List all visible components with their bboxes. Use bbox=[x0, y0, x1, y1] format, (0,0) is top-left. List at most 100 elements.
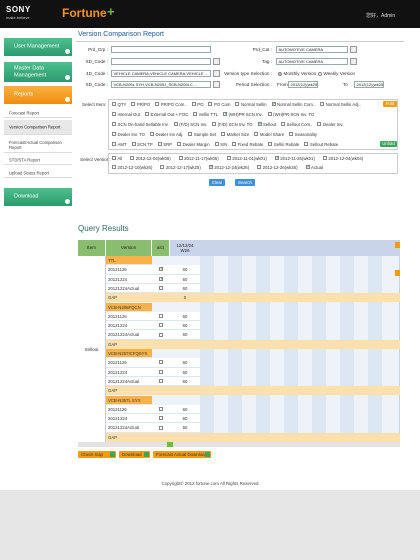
checkbox-option[interactable]: (F/D) SCN Inv. bbox=[173, 122, 207, 127]
checkbox-option[interactable]: SRP bbox=[157, 142, 172, 147]
checkbox-option[interactable]: All bbox=[112, 156, 122, 161]
checkbox-option[interactable]: 2012-12-26(wk26) bbox=[257, 165, 298, 170]
checkbox-option[interactable]: Sellin Rebate bbox=[268, 142, 299, 147]
field-input[interactable]: AUTOMOTIVE CAMERA bbox=[276, 58, 348, 65]
checkbox-option[interactable]: Sellout Com.. bbox=[281, 122, 312, 127]
checkbox[interactable] bbox=[271, 101, 277, 107]
menu-item[interactable]: Master Data Management bbox=[4, 62, 72, 82]
field-input[interactable]: VEHICLE CAMERA,VEHICLE CAMERA,VEHICLE ..… bbox=[111, 70, 211, 77]
action-button[interactable]: Download bbox=[119, 451, 150, 458]
period-from[interactable]: 2012(12)(wk25) bbox=[288, 81, 318, 88]
checkbox[interactable] bbox=[188, 132, 193, 137]
checkbox[interactable] bbox=[223, 111, 228, 117]
field-input[interactable] bbox=[111, 58, 211, 65]
field-input[interactable]: AUTOMOTIVE CAMERA bbox=[276, 46, 348, 53]
checkbox-option[interactable]: (WH)PR SCN Inv. TO bbox=[267, 112, 314, 117]
checkbox[interactable] bbox=[267, 112, 272, 117]
search-button[interactable]: Search bbox=[235, 179, 255, 186]
checkbox[interactable] bbox=[254, 132, 259, 137]
alct-checkbox[interactable] bbox=[159, 332, 163, 337]
menu-item[interactable]: User Management bbox=[4, 38, 72, 56]
checkbox[interactable] bbox=[149, 132, 154, 137]
checkbox[interactable] bbox=[304, 142, 309, 147]
checkbox-option[interactable]: Normal Sellin Com.. bbox=[271, 101, 315, 107]
alct-checkbox[interactable] bbox=[159, 369, 163, 374]
checkbox-option[interactable]: 2012-12-17(wk25) bbox=[160, 165, 201, 170]
radio[interactable] bbox=[318, 71, 322, 76]
radio[interactable] bbox=[278, 71, 282, 76]
checkbox[interactable] bbox=[221, 132, 226, 137]
checkbox[interactable] bbox=[226, 156, 231, 161]
checkbox-option[interactable]: SCN TP bbox=[131, 142, 153, 147]
fold-button[interactable]: Fold bbox=[383, 101, 397, 107]
checkbox-option[interactable]: QTY bbox=[112, 102, 126, 107]
checkbox-option[interactable]: AMT bbox=[112, 142, 127, 147]
radio-option[interactable]: Monthly Version bbox=[278, 71, 316, 77]
horizontal-scrollbar[interactable] bbox=[78, 442, 400, 447]
checkbox-option[interactable]: Dealer Inv Adj. bbox=[149, 132, 183, 137]
checkbox-option[interactable]: 2012-11-17(wk05) bbox=[178, 156, 219, 161]
checkbox[interactable] bbox=[317, 122, 322, 127]
alct-checkbox[interactable] bbox=[159, 313, 163, 318]
field-picker[interactable] bbox=[213, 81, 220, 88]
checkbox[interactable] bbox=[173, 122, 178, 127]
checkbox[interactable] bbox=[112, 122, 116, 127]
menu-item[interactable]: Forecast Report bbox=[4, 108, 72, 118]
checkbox-option[interactable]: Dealer Margin bbox=[177, 142, 210, 147]
checkbox-option[interactable]: Actual bbox=[305, 164, 323, 170]
menu-item[interactable]: Download bbox=[4, 188, 72, 206]
checkbox[interactable] bbox=[257, 165, 262, 170]
checkbox[interactable] bbox=[214, 142, 219, 147]
alct-checkbox[interactable] bbox=[159, 379, 163, 384]
unfold-button[interactable]: Unfold bbox=[380, 141, 397, 147]
clear-button[interactable]: Clear bbox=[209, 179, 225, 186]
menu-item[interactable]: STD/STA Report bbox=[4, 155, 72, 165]
menu-item[interactable]: Reports bbox=[4, 86, 72, 104]
scroll-thumb[interactable] bbox=[167, 442, 173, 447]
checkbox[interactable] bbox=[257, 121, 263, 127]
menu-item[interactable]: Upload Status Report bbox=[4, 168, 72, 178]
menu-item[interactable]: Version Comparison Report bbox=[4, 120, 72, 135]
checkbox[interactable] bbox=[191, 102, 196, 107]
checkbox[interactable] bbox=[112, 132, 116, 137]
checkbox-option[interactable]: Sample Set bbox=[188, 132, 216, 137]
checkbox-option[interactable]: 2012-11-26(wk01) bbox=[274, 155, 315, 161]
alct-checkbox[interactable] bbox=[159, 323, 163, 328]
alct-checkbox[interactable] bbox=[159, 416, 163, 421]
field-picker[interactable] bbox=[350, 46, 357, 53]
menu-item[interactable]: Forecast/Actual Comparison Report bbox=[4, 138, 72, 153]
checkbox[interactable] bbox=[160, 165, 165, 170]
field-picker[interactable] bbox=[350, 58, 357, 65]
checkbox[interactable] bbox=[281, 122, 286, 127]
checkbox[interactable] bbox=[208, 102, 213, 107]
field-picker[interactable] bbox=[213, 70, 220, 77]
checkbox[interactable] bbox=[178, 156, 183, 161]
checkbox-option[interactable]: Seasonality bbox=[289, 132, 317, 137]
checkbox[interactable] bbox=[155, 102, 160, 107]
checkbox-option[interactable]: 2012-12-04(wk04) bbox=[322, 156, 363, 161]
checkbox-option[interactable]: Dealer Inv. TO bbox=[112, 132, 145, 137]
checkbox[interactable] bbox=[112, 102, 116, 107]
checkbox[interactable] bbox=[274, 155, 280, 161]
checkbox[interactable] bbox=[289, 132, 294, 137]
checkbox-option[interactable]: Normal Sellin Adj.. bbox=[320, 102, 361, 107]
user-greeting[interactable]: 您好，Admin bbox=[366, 13, 396, 19]
checkbox-option[interactable]: Model Share bbox=[254, 132, 284, 137]
period-to[interactable]: 2012(12)(wk25) bbox=[354, 81, 384, 88]
checkbox-option[interactable]: SCN On-hand Sellable Inv. bbox=[112, 122, 169, 127]
checkbox-option[interactable]: Fixed Rebate bbox=[232, 142, 263, 147]
checkbox[interactable] bbox=[232, 142, 237, 147]
alct-checkbox[interactable] bbox=[159, 360, 163, 365]
checkbox-option[interactable]: Market Size bbox=[221, 132, 249, 137]
action-button[interactable]: Check Gap bbox=[78, 451, 116, 458]
checkbox[interactable] bbox=[131, 142, 136, 147]
checkbox[interactable] bbox=[112, 165, 116, 170]
checkbox[interactable] bbox=[130, 156, 135, 161]
checkbox-option[interactable]: Sellin TTL bbox=[193, 112, 218, 117]
alct-checkbox[interactable] bbox=[159, 406, 163, 411]
checkbox[interactable] bbox=[268, 142, 273, 147]
checkbox[interactable] bbox=[235, 102, 240, 107]
checkbox[interactable] bbox=[131, 102, 136, 107]
alct-checkbox[interactable] bbox=[159, 286, 163, 291]
checkbox-option[interactable]: External Out + FOC bbox=[144, 112, 188, 117]
